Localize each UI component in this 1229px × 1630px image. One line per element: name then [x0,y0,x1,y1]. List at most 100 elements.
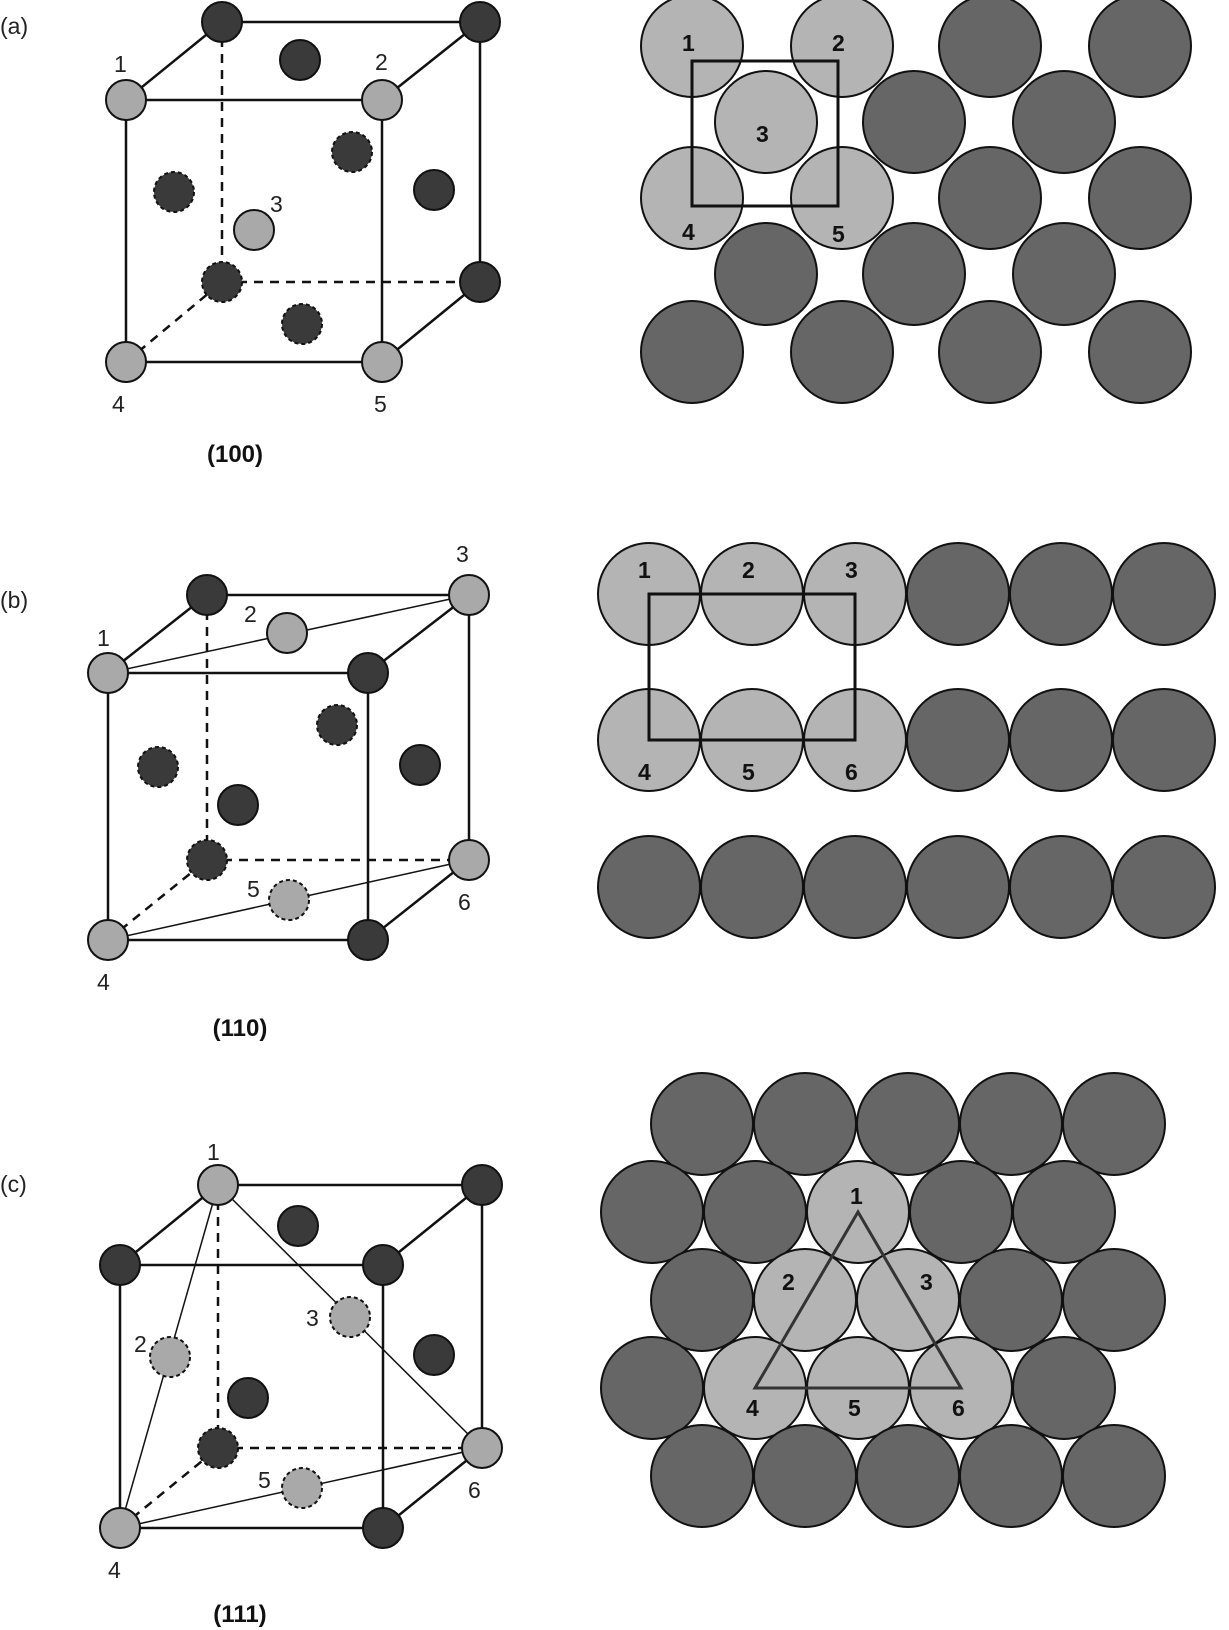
layer-c-label-1: 1 [850,1183,863,1209]
packing-atom [600,1336,704,1440]
layer-c-label-3: 3 [920,1269,933,1295]
atom-dark [413,1334,455,1376]
atom-dark [362,1244,404,1286]
layer-b-label-4: 4 [638,759,651,785]
layer-b-label-2: 2 [742,557,755,583]
cube-a-atoms [105,1,501,383]
packing-atom [714,222,818,326]
cube-c-label-6: 6 [468,1477,481,1503]
packing-atom [597,835,701,939]
packing-atom [790,300,894,404]
atom-plane-3 [448,574,490,616]
atom-dark-hidden [316,704,358,746]
packing-atom [714,70,818,174]
packing-atom [862,222,966,326]
packing-atom [1062,1424,1166,1528]
packing-atom [650,1072,754,1176]
packing-atom [650,1248,754,1352]
cube-a-label-1: 1 [114,51,127,77]
atom-plane-5 [268,879,310,921]
plane-c-label: (111) [213,1601,266,1628]
plane-a-label: (100) [207,441,263,468]
atom-dark-hidden [281,303,323,345]
panel-c-tag: (c) [0,1171,27,1197]
layer-b [597,542,1216,939]
packing-atom [700,835,804,939]
panel-a-tag: (a) [0,13,28,39]
packing-atom [1088,146,1192,250]
packing-atom [938,0,1042,98]
atom-plane-2 [361,79,403,121]
cube-b-label-1: 1 [97,625,110,651]
packing-atom [1009,688,1113,792]
layer-b-label-6: 6 [845,759,858,785]
atom-plane-4 [99,1507,141,1549]
cube-b-label-2: 2 [244,601,257,627]
panel-b-tag: (b) [0,587,28,613]
layer-a [640,0,1192,404]
atom-plane-6 [448,839,490,881]
atom-dark [279,39,321,81]
atom-plane-1 [197,1164,239,1206]
packing-atom [959,1072,1063,1176]
atom-dark [201,1,243,43]
cube-a-label-4: 4 [112,391,125,417]
layer-c-label-5: 5 [848,1395,861,1421]
cube-c-label-5: 5 [258,1467,271,1493]
atom-dark [362,1507,404,1549]
layer-a-label-1: 1 [682,30,695,56]
packing-atom [753,1424,857,1528]
packing-atom [1012,70,1116,174]
layer-a-label-3: 3 [756,121,769,147]
atom-dark [399,744,441,786]
packing-atom [803,835,907,939]
packing-atom [862,70,966,174]
atom-dark-hidden [201,261,243,303]
cube-c-label-4: 4 [108,1557,121,1583]
packing-atom [1088,300,1192,404]
atom-dark [459,261,501,303]
packing-atom [640,300,744,404]
packing-atom [906,688,1010,792]
packing-atom [938,300,1042,404]
layer-c-label-4: 4 [746,1395,759,1421]
unit-rect-b [647,592,857,742]
atom-plane-1 [105,79,147,121]
atom-plane-4 [87,919,129,961]
unit-triangle-c [752,1209,964,1390]
atom-dark [413,169,455,211]
atom-plane-3 [329,1296,371,1338]
packing-atom [1112,542,1216,646]
packing-atom [1062,1072,1166,1176]
cube-c-label-1: 1 [207,1139,220,1165]
packing-atom [753,1072,857,1176]
layer-c-label-2: 2 [782,1269,795,1295]
packing-atom [959,1424,1063,1528]
cube-c-label-2: 2 [134,1331,147,1357]
plane-b-label: (110) [213,1015,268,1042]
cube-a-label-3: 3 [270,191,283,217]
packing-atom [650,1424,754,1528]
packing-atom [959,1248,1063,1352]
layer-b-label-3: 3 [845,557,858,583]
atom-dark-hidden [137,746,179,788]
packing-atom [1012,222,1116,326]
packing-atom [856,1072,960,1176]
cube-c-label-3: 3 [306,1305,319,1331]
cube-b-label-5: 5 [247,876,260,902]
cube-b-label-3: 3 [456,541,469,567]
atom-dark-hidden [331,131,373,173]
packing-atom [600,1160,704,1264]
atom-plane-3 [233,209,275,251]
packing-atom [1112,688,1216,792]
packing-atom [909,1160,1013,1264]
atom-dark [347,652,389,694]
packing-atom [856,1424,960,1528]
cube-c-atoms [99,1164,503,1549]
cube-a-label-5: 5 [374,391,387,417]
atom-dark [459,1,501,43]
atom-dark [227,1377,269,1419]
packing-atom [906,835,1010,939]
packing-atom [790,146,894,250]
atom-dark [99,1244,141,1286]
